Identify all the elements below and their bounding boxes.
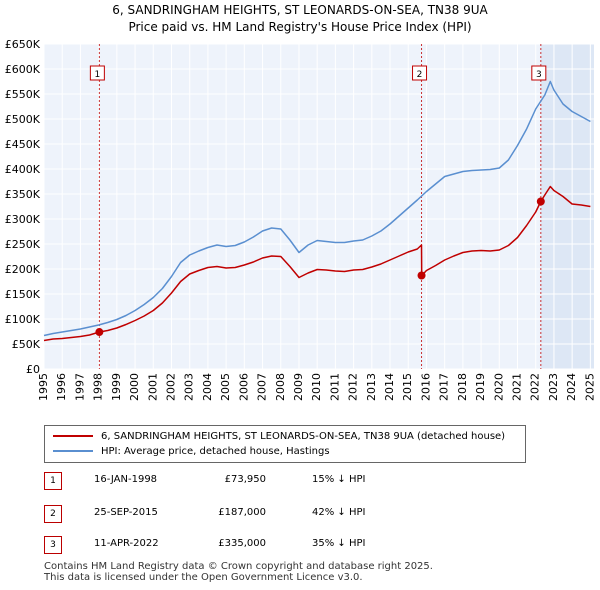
y-tick-label: £650K bbox=[5, 38, 41, 51]
x-tick-label: 2001 bbox=[146, 373, 159, 401]
plot-layer: £0 £50K £100K £150K £200K £250K £300K £350K £400… bbox=[5, 38, 597, 401]
sale-label-box bbox=[89, 65, 105, 81]
x-tick-label: 2006 bbox=[237, 373, 250, 401]
y-tick-label: £450K bbox=[5, 138, 41, 151]
x-tick-label: 2008 bbox=[274, 373, 287, 401]
sale-marker-badge: 1 bbox=[44, 472, 62, 490]
sale-label-number: 1 bbox=[94, 70, 100, 80]
x-tick-label: 2023 bbox=[547, 373, 560, 401]
y-tick-label: £100K bbox=[5, 313, 41, 326]
x-tick-label: 2000 bbox=[128, 373, 141, 401]
sale-label-number: 2 bbox=[417, 70, 423, 80]
hpi-line bbox=[43, 80, 591, 337]
x-tick-label: 2019 bbox=[474, 373, 487, 401]
y-tick-label: £250K bbox=[5, 238, 41, 251]
x-tick-label: 2009 bbox=[292, 373, 305, 401]
shaded-region bbox=[540, 44, 594, 369]
chart-subtitle: Price paid vs. HM Land Registry's House … bbox=[128, 20, 472, 34]
property-price-line bbox=[43, 185, 591, 342]
sale-point bbox=[417, 271, 426, 280]
price-chart: £0 £50K £100K £150K £200K £250K £300K £350K £400… bbox=[5, 38, 597, 401]
legend: 6, SANDRINGHAM HEIGHTS, ST LEONARDS-ON-S… bbox=[44, 425, 526, 463]
x-tick-label: 2011 bbox=[328, 373, 341, 401]
x-tick-label: 2002 bbox=[164, 373, 177, 401]
x-tick-label: 2022 bbox=[529, 373, 542, 401]
sale-price: £73,950 bbox=[224, 474, 266, 485]
x-tick-label: 2025 bbox=[583, 373, 596, 401]
chart-title-main: 6, SANDRINGHAM HEIGHTS, ST LEONARDS-ON-S… bbox=[112, 3, 488, 17]
sale-price: £335,000 bbox=[218, 538, 266, 549]
y-tick-label: £150K bbox=[5, 288, 41, 301]
sale-label-number: 3 bbox=[536, 70, 542, 80]
x-tick-label: 2014 bbox=[383, 373, 396, 401]
legend-swatch-hpi bbox=[53, 450, 93, 452]
x-tick-label: 1998 bbox=[92, 373, 105, 401]
sale-marker-badge: 3 bbox=[44, 536, 62, 554]
footer-copyright: Contains HM Land Registry data © Crown c… bbox=[44, 561, 433, 572]
table-row: 3 11-APR-2022 £335,000 35% ↓ HPI bbox=[44, 536, 464, 554]
x-tick-label: 1997 bbox=[73, 373, 86, 401]
sale-label-box bbox=[531, 65, 547, 81]
y-tick-label: £0 bbox=[26, 363, 40, 376]
y-tick-label: £50K bbox=[12, 338, 41, 351]
x-tick-label: 2016 bbox=[419, 373, 432, 401]
x-tick-label: 1999 bbox=[110, 373, 123, 401]
x-tick-label: 2010 bbox=[310, 373, 323, 401]
sale-hpi-diff: 35% ↓ HPI bbox=[312, 538, 366, 549]
sale-point bbox=[536, 197, 545, 206]
y-tick-label: £400K bbox=[5, 163, 41, 176]
legend-label-hpi: HPI: Average price, detached house, Hast… bbox=[101, 446, 330, 457]
x-tick-label: 2020 bbox=[492, 373, 505, 401]
y-tick-label: £350K bbox=[5, 188, 41, 201]
x-tick-label: 1995 bbox=[37, 373, 50, 401]
sale-marker-badge: 2 bbox=[44, 505, 62, 523]
x-tick-label: 2013 bbox=[365, 373, 378, 401]
y-tick-label: £300K bbox=[5, 213, 41, 226]
legend-label-property: 6, SANDRINGHAM HEIGHTS, ST LEONARDS-ON-S… bbox=[101, 431, 506, 442]
sale-price: £187,000 bbox=[218, 507, 266, 518]
sale-date: 11-APR-2022 bbox=[94, 538, 159, 549]
sale-hpi-diff: 15% ↓ HPI bbox=[312, 474, 366, 485]
x-tick-label: 2005 bbox=[219, 373, 232, 401]
sale-hpi-diff: 42% ↓ HPI bbox=[312, 507, 366, 518]
table-row: 1 16-JAN-1998 £73,950 15% ↓ HPI bbox=[44, 472, 464, 490]
x-tick-label: 1996 bbox=[55, 373, 68, 401]
sale-label-box bbox=[412, 65, 428, 81]
plot-background bbox=[44, 44, 594, 369]
y-tick-label: £500K bbox=[5, 113, 41, 126]
x-tick-label: 2007 bbox=[256, 373, 269, 401]
legend-item-hpi: HPI: Average price, detached house, Hast… bbox=[53, 445, 330, 459]
sale-date: 16-JAN-1998 bbox=[94, 474, 158, 485]
table-row: 2 25-SEP-2015 £187,000 42% ↓ HPI bbox=[44, 505, 464, 523]
legend-swatch-property bbox=[53, 435, 93, 437]
y-tick-label: £550K bbox=[5, 88, 41, 101]
y-tick-label: £600K bbox=[5, 63, 41, 76]
footer-licence: This data is licensed under the Open Gov… bbox=[44, 572, 363, 583]
footer: Contains HM Land Registry data © Crown c… bbox=[44, 561, 433, 583]
x-tick-label: 2021 bbox=[511, 373, 524, 401]
sale-point bbox=[95, 328, 104, 337]
x-tick-label: 2003 bbox=[183, 373, 196, 401]
x-tick-label: 2024 bbox=[565, 373, 578, 401]
x-tick-label: 2017 bbox=[438, 373, 451, 401]
x-tick-label: 2018 bbox=[456, 373, 469, 401]
x-tick-label: 2004 bbox=[201, 373, 214, 401]
x-tick-label: 2015 bbox=[401, 373, 414, 401]
y-tick-label: £200K bbox=[5, 263, 41, 276]
sale-date: 25-SEP-2015 bbox=[94, 507, 158, 518]
x-tick-label: 2012 bbox=[347, 373, 360, 401]
legend-item-property: 6, SANDRINGHAM HEIGHTS, ST LEONARDS-ON-S… bbox=[53, 430, 505, 444]
chart-title: 6, SANDRINGHAM HEIGHTS, ST LEONARDS-ON-S… bbox=[0, 2, 600, 36]
